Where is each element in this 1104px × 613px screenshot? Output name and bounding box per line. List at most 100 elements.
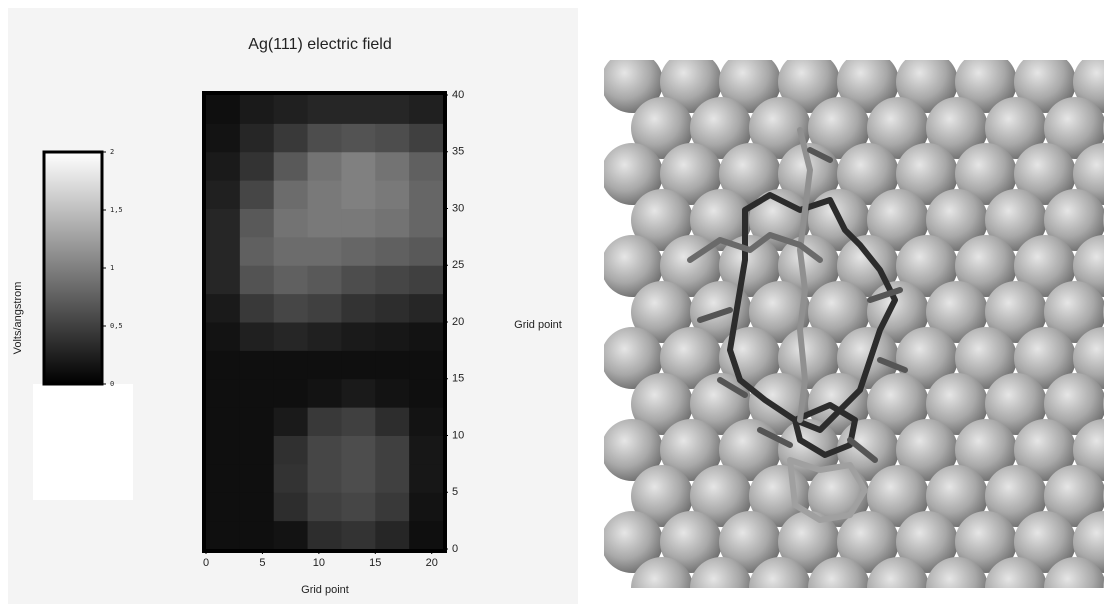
heatmap-cell bbox=[206, 152, 240, 181]
colorbar-tick-label: 1,5 bbox=[110, 206, 123, 214]
heatmap-cell bbox=[240, 95, 274, 124]
heatmap-cell bbox=[274, 95, 308, 124]
heatmap-cell bbox=[206, 492, 240, 521]
heatmap-cell bbox=[409, 379, 443, 408]
heatmap-cell bbox=[409, 350, 443, 379]
y-tick-label: 0 bbox=[452, 543, 458, 555]
y-tick-label: 25 bbox=[452, 259, 464, 271]
heatmap-cell bbox=[308, 436, 342, 465]
x-tick-label: 15 bbox=[369, 557, 381, 569]
heatmap-cell bbox=[274, 379, 308, 408]
heatmap-cell bbox=[240, 436, 274, 465]
heatmap-cell bbox=[206, 322, 240, 351]
heatmap-cell bbox=[341, 521, 375, 550]
heatmap-cell bbox=[409, 180, 443, 209]
heatmap-cell bbox=[308, 265, 342, 294]
heatmap-cell bbox=[206, 294, 240, 323]
heatmap-cell bbox=[375, 123, 409, 152]
heatmap-cell bbox=[274, 492, 308, 521]
colorbar-tick-label: 1 bbox=[110, 264, 114, 272]
heatmap-cell bbox=[409, 123, 443, 152]
heatmap-cell bbox=[240, 322, 274, 351]
heatmap-cell bbox=[375, 95, 409, 124]
heatmap-cell bbox=[240, 294, 274, 323]
heatmap-cell bbox=[341, 322, 375, 351]
heatmap-cell bbox=[409, 464, 443, 493]
heatmap-cell bbox=[274, 407, 308, 436]
heatmap-cell bbox=[341, 123, 375, 152]
heatmap-cell bbox=[341, 379, 375, 408]
heatmap-cell bbox=[308, 407, 342, 436]
colorbar bbox=[44, 152, 102, 384]
heatmap-cell bbox=[375, 350, 409, 379]
heatmap-cell bbox=[240, 521, 274, 550]
heatmap-cell bbox=[308, 464, 342, 493]
heatmap-cell bbox=[375, 152, 409, 181]
heatmap-cell bbox=[375, 464, 409, 493]
heatmap-cell bbox=[240, 180, 274, 209]
figure: Ag(111) electric field Grid point Grid p… bbox=[0, 0, 1104, 608]
heatmap-cell bbox=[375, 237, 409, 266]
colorbar-tick-label: 2 bbox=[110, 148, 114, 156]
heatmap-cell bbox=[341, 407, 375, 436]
heatmap-cell bbox=[409, 521, 443, 550]
heatmap-cell bbox=[409, 209, 443, 238]
heatmap-cell bbox=[206, 436, 240, 465]
heatmap-cell bbox=[206, 521, 240, 550]
heatmap-cell bbox=[341, 436, 375, 465]
colorbar-tick-label: 0 bbox=[110, 380, 114, 388]
heatmap-cell bbox=[240, 407, 274, 436]
heatmap-cell bbox=[274, 265, 308, 294]
heatmap-cell bbox=[274, 209, 308, 238]
heatmap-cell bbox=[274, 322, 308, 351]
heatmap-cell bbox=[409, 95, 443, 124]
heatmap-cell bbox=[240, 492, 274, 521]
heatmap-cell bbox=[375, 180, 409, 209]
heatmap-cell bbox=[375, 521, 409, 550]
heatmap-cell bbox=[274, 436, 308, 465]
heatmap-cell bbox=[308, 294, 342, 323]
heatmap-cell bbox=[206, 237, 240, 266]
heatmap-cell bbox=[274, 237, 308, 266]
heatmap-cell bbox=[341, 350, 375, 379]
heatmap-cell bbox=[308, 492, 342, 521]
heatmap-cell bbox=[274, 294, 308, 323]
heatmap-cell bbox=[375, 379, 409, 408]
heatmap-cell bbox=[240, 209, 274, 238]
heatmap-cell bbox=[409, 152, 443, 181]
heatmap-cell bbox=[341, 237, 375, 266]
heatmap-cell bbox=[240, 265, 274, 294]
x-tick-label: 0 bbox=[203, 557, 209, 569]
x-tick-label: 5 bbox=[259, 557, 265, 569]
blank-box bbox=[33, 384, 133, 500]
colorbar-tick-label: 0,5 bbox=[110, 322, 123, 330]
heatmap-cell bbox=[206, 209, 240, 238]
heatmap-cell bbox=[206, 464, 240, 493]
heatmap-cell bbox=[274, 180, 308, 209]
y-tick-label: 30 bbox=[452, 202, 464, 214]
heatmap-cell bbox=[308, 152, 342, 181]
y-tick-label: 5 bbox=[452, 486, 458, 498]
heatmap-cell bbox=[206, 95, 240, 124]
heatmap-cell bbox=[409, 322, 443, 351]
heatmap-cell bbox=[375, 322, 409, 351]
heatmap-cell bbox=[240, 350, 274, 379]
heatmap-cell bbox=[308, 322, 342, 351]
heatmap-cell bbox=[375, 294, 409, 323]
heatmap-cell bbox=[308, 180, 342, 209]
y-tick-label: 20 bbox=[452, 316, 464, 328]
heatmap-cell bbox=[409, 407, 443, 436]
heatmap-cell bbox=[206, 265, 240, 294]
heatmap-cell bbox=[274, 464, 308, 493]
heatmap-cell bbox=[308, 350, 342, 379]
colorbar-label: Volts/angstrom bbox=[12, 282, 24, 355]
heatmap-cell bbox=[240, 237, 274, 266]
y-tick-label: 40 bbox=[452, 89, 464, 101]
heatmap-cell bbox=[274, 123, 308, 152]
heatmap-cell bbox=[341, 180, 375, 209]
heatmap-cell bbox=[206, 350, 240, 379]
heatmap-cell bbox=[341, 152, 375, 181]
heatmap-cell bbox=[375, 492, 409, 521]
heatmap-cell bbox=[341, 265, 375, 294]
x-axis-label: Grid point bbox=[301, 584, 349, 596]
